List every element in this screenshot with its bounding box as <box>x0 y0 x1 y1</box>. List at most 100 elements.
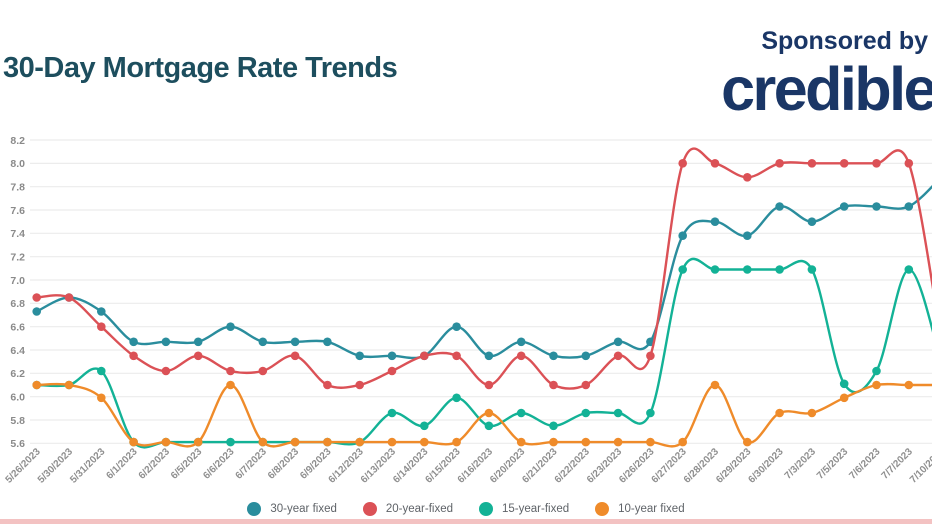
data-point <box>420 421 429 431</box>
data-point <box>64 293 74 302</box>
data-point <box>678 159 687 168</box>
data-point <box>743 437 752 447</box>
svg-text:7.4: 7.4 <box>10 228 25 240</box>
data-point <box>646 408 655 418</box>
data-point <box>743 173 752 182</box>
data-point <box>387 408 397 418</box>
legend-item-10-year-fixed: 10-year fixed <box>595 502 685 516</box>
data-point <box>872 366 881 376</box>
legend-item-15-year-fixed: 15-year-fixed <box>479 502 569 516</box>
data-point <box>710 380 720 390</box>
data-point <box>452 322 461 332</box>
series-20-year-fixed <box>32 147 932 390</box>
data-point <box>290 337 300 347</box>
data-point <box>387 366 397 376</box>
data-point <box>872 380 881 390</box>
data-point <box>678 437 687 447</box>
data-point <box>226 322 235 332</box>
data-point <box>710 265 720 274</box>
data-point <box>839 393 849 403</box>
svg-text:7.2: 7.2 <box>10 252 25 264</box>
data-point <box>452 393 461 403</box>
data-point <box>581 380 591 390</box>
data-point <box>646 437 655 447</box>
data-point <box>516 408 526 418</box>
data-point <box>807 217 817 226</box>
data-point <box>355 437 365 447</box>
data-point <box>549 380 558 390</box>
data-point <box>355 380 365 390</box>
data-point <box>258 366 268 376</box>
data-point <box>743 231 752 240</box>
legend-label-10-year-fixed: 10-year fixed <box>618 503 685 515</box>
series-30-year-fixed <box>32 184 932 361</box>
legend-swatch-10-year-fixed <box>595 502 610 516</box>
data-point <box>355 351 365 361</box>
page-title: 30-Day Mortgage Rate Trends <box>3 52 398 84</box>
svg-text:7.6: 7.6 <box>10 205 25 217</box>
svg-text:6.6: 6.6 <box>10 322 25 334</box>
data-point <box>581 408 591 418</box>
svg-text:6/2/2023: 6/2/2023 <box>137 446 173 482</box>
svg-text:5.6: 5.6 <box>10 438 25 450</box>
data-point <box>807 265 817 274</box>
data-point <box>904 202 914 211</box>
data-point <box>549 421 558 431</box>
data-point <box>161 437 171 447</box>
data-point <box>226 366 235 376</box>
data-point <box>775 265 784 274</box>
data-point <box>258 337 268 347</box>
data-point <box>387 351 397 361</box>
svg-text:8.0: 8.0 <box>10 158 25 170</box>
data-point <box>743 265 752 274</box>
svg-text:6/7/2023: 6/7/2023 <box>234 446 270 482</box>
data-point <box>678 231 687 240</box>
data-point <box>323 337 332 347</box>
legend-swatch-15-year-fixed <box>479 502 493 516</box>
data-point <box>32 307 41 316</box>
data-point <box>387 437 397 447</box>
data-point <box>484 380 494 390</box>
data-point <box>258 437 268 447</box>
svg-text:6.8: 6.8 <box>10 298 25 310</box>
svg-text:7/6/2023: 7/6/2023 <box>847 446 883 482</box>
legend-swatch-30-year-fixed <box>247 502 262 516</box>
data-point <box>549 437 558 447</box>
data-point <box>452 351 461 361</box>
data-point <box>710 217 720 226</box>
data-point <box>32 380 41 390</box>
data-point <box>613 408 623 418</box>
data-point <box>97 393 106 403</box>
svg-text:8.2: 8.2 <box>10 135 25 147</box>
data-point <box>193 437 203 447</box>
data-point <box>775 159 784 168</box>
data-point <box>484 408 494 418</box>
data-point <box>807 159 817 168</box>
data-point <box>839 159 849 168</box>
data-point <box>323 437 332 447</box>
svg-text:6/8/2023: 6/8/2023 <box>266 446 302 482</box>
svg-text:7/3/2023: 7/3/2023 <box>783 446 819 482</box>
data-point <box>161 337 171 347</box>
svg-text:5.8: 5.8 <box>10 415 25 427</box>
data-point <box>97 366 106 376</box>
legend-label-30-year-fixed: 30-year fixed <box>270 503 337 515</box>
data-point <box>193 351 203 361</box>
svg-text:6.4: 6.4 <box>10 345 25 357</box>
sponsor-block: Sponsored by credible <box>721 27 932 123</box>
credible-logo: credible <box>721 54 932 123</box>
data-point <box>872 202 881 211</box>
legend-label-20-year-fixed: 20-year-fixed <box>385 503 453 515</box>
data-point <box>129 437 138 447</box>
legend-swatch-20-year-fixed <box>362 502 377 516</box>
data-point <box>64 380 74 390</box>
chart-series-lines <box>32 147 932 449</box>
data-point <box>97 307 106 316</box>
data-point <box>97 322 106 332</box>
data-point <box>516 437 526 447</box>
data-point <box>872 159 881 168</box>
data-point <box>839 202 849 211</box>
data-point <box>904 380 914 390</box>
